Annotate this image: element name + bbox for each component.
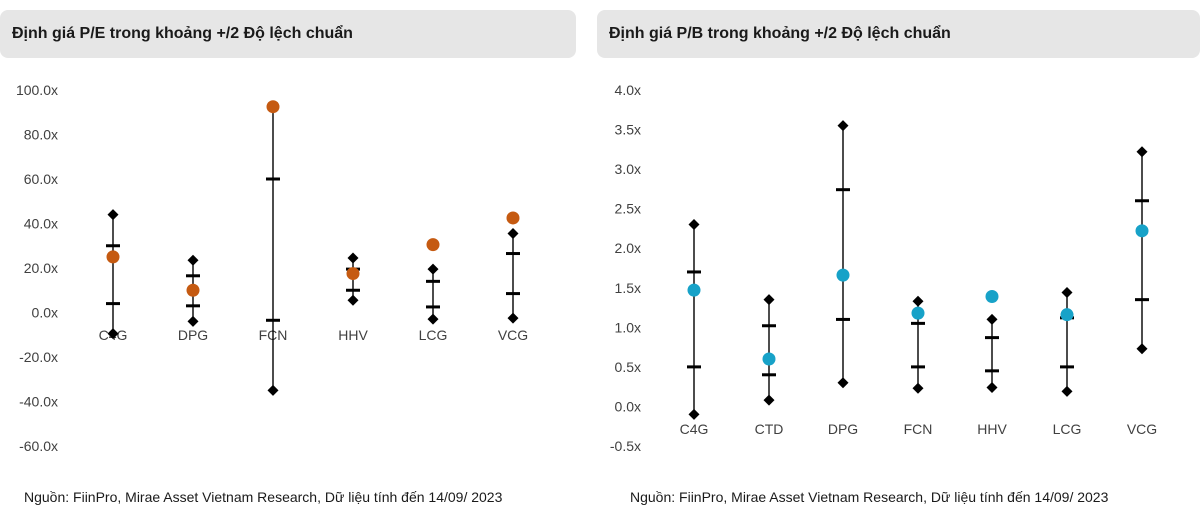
pb-current-marker (1135, 224, 1149, 238)
pb-max-marker (763, 294, 775, 306)
pe-category-label: HHV (338, 327, 368, 343)
pb-min-marker (1061, 385, 1073, 397)
pe-chart-panel: Định giá P/E trong khoảng +/2 Độ lệch ch… (0, 0, 580, 510)
pe-max-marker (507, 228, 519, 240)
pb-max-marker (688, 218, 700, 230)
pe-chart-plot: 100.0x 80.0x 60.0x 40.0x 20.0x 0.0x -20.0x -40.… (16, 82, 528, 454)
pb-max-marker (986, 313, 998, 325)
pb-current-marker (911, 306, 925, 320)
pb-current-marker (1060, 308, 1074, 322)
pb-category-label: VCG (1127, 421, 1157, 437)
pe-max-marker (347, 252, 359, 264)
pe-current-marker (506, 211, 520, 225)
pb-ytick-label: 1.0x (615, 319, 641, 335)
pe-ytick-label: 40.0x (24, 216, 58, 232)
pb-ytick-label: 0.5x (615, 359, 641, 375)
pe-ytick-label: 100.0x (16, 82, 58, 98)
pb-max-marker (837, 120, 849, 132)
pb-ytick-label: -0.5x (610, 438, 641, 454)
pe-min-marker (347, 294, 359, 306)
pe-min-marker (427, 313, 439, 325)
pb-current-marker (985, 289, 999, 303)
pb-ytick-label: 4.0x (615, 82, 641, 98)
pe-ytick-label: -20.0x (19, 349, 58, 365)
pb-chart-plot: 4.0x 3.5x 3.0x 2.5x 2.0x 1.5x 1.0x 0.5x 0.0x -0.5… (610, 82, 1157, 454)
pe-ytick-label: 80.0x (24, 127, 58, 143)
pb-ytick-label: 2.0x (615, 240, 641, 256)
pb-category-label: DPG (828, 421, 858, 437)
pb-category-label: CTD (755, 421, 784, 437)
pb-current-marker (687, 283, 701, 297)
pb-ytick-label: 3.5x (615, 122, 641, 138)
pb-chart-source: Nguồn: FiinPro, Mirae Asset Vietnam Rese… (630, 489, 1109, 505)
pe-ytick-label: 60.0x (24, 171, 58, 187)
pb-min-marker (1136, 343, 1148, 355)
pe-max-marker (427, 263, 439, 275)
pe-current-marker (106, 250, 120, 264)
pe-category-label: DPG (178, 327, 208, 343)
pb-category-label: LCG (1053, 421, 1082, 437)
pb-chart-panel: Định giá P/B trong khoảng +/2 Độ lệch ch… (597, 0, 1200, 510)
pe-ytick-label: 0.0x (32, 305, 58, 321)
pb-category-label: FCN (904, 421, 933, 437)
pb-min-marker (837, 377, 849, 389)
pe-current-marker (186, 283, 200, 297)
pe-ytick-label: 20.0x (24, 260, 58, 276)
pe-category-label: VCG (498, 327, 528, 343)
pe-current-marker (266, 100, 280, 114)
pb-min-marker (763, 394, 775, 406)
pe-min-marker (107, 328, 119, 340)
pb-category-label: HHV (977, 421, 1007, 437)
pb-min-marker (688, 408, 700, 420)
pe-current-marker (426, 238, 440, 252)
pe-chart-title: Định giá P/E trong khoảng +/2 Độ lệch ch… (0, 10, 576, 58)
pb-current-marker (762, 352, 776, 366)
pb-ytick-label: 3.0x (615, 161, 641, 177)
pe-max-marker (187, 254, 199, 266)
pb-chart-title: Định giá P/B trong khoảng +/2 Độ lệch ch… (597, 10, 1200, 58)
pe-min-marker (267, 384, 279, 396)
pe-current-marker (346, 267, 360, 281)
pb-current-marker (836, 268, 850, 282)
pb-max-marker (912, 295, 924, 307)
pe-ytick-label: -60.0x (19, 438, 58, 454)
pe-ytick-label: -40.0x (19, 394, 58, 410)
pb-max-marker (1061, 287, 1073, 299)
pe-min-marker (507, 312, 519, 324)
pb-min-marker (912, 382, 924, 394)
pe-max-marker (107, 209, 119, 221)
pb-ytick-label: 1.5x (615, 280, 641, 296)
pe-min-marker (187, 315, 199, 327)
pb-ytick-label: 2.5x (615, 201, 641, 217)
pb-category-label: C4G (680, 421, 709, 437)
pb-ytick-label: 0.0x (615, 398, 641, 414)
pe-category-label: LCG (419, 327, 448, 343)
pb-min-marker (986, 381, 998, 393)
pb-max-marker (1136, 146, 1148, 158)
pe-chart-source: Nguồn: FiinPro, Mirae Asset Vietnam Rese… (24, 489, 503, 505)
